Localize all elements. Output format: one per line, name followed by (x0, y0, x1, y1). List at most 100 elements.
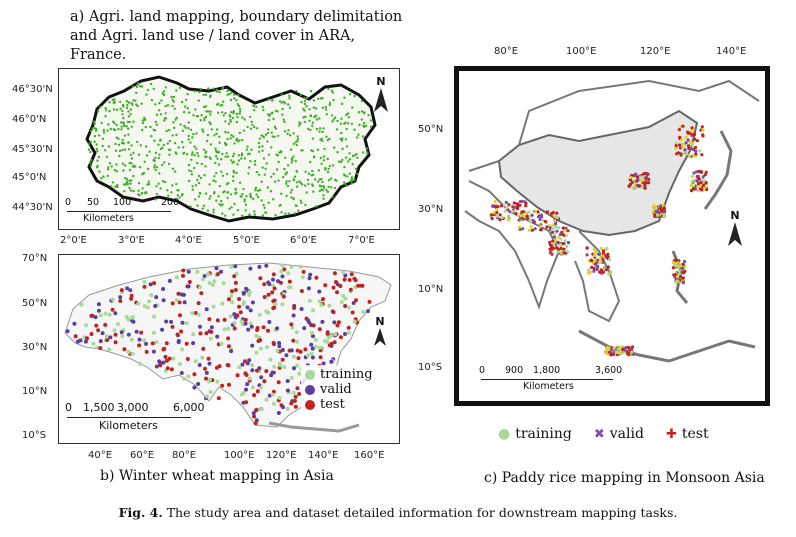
sample-point (499, 204, 504, 208)
panel-a-map: N 0 50 100 200 Kilometers (58, 68, 400, 230)
sample-point (528, 217, 532, 221)
sample-point (647, 177, 651, 181)
sample-point (351, 106, 354, 109)
sample-point (309, 160, 312, 164)
sample-point (234, 188, 237, 191)
sample-point (103, 149, 107, 152)
sample-point (107, 123, 110, 126)
sample-point (681, 124, 685, 128)
sample-point (237, 94, 240, 97)
sample-point (333, 116, 337, 119)
sample-point (290, 196, 293, 199)
sample-point (200, 162, 203, 166)
pa-scale-50: 50 (87, 197, 100, 208)
sample-point (226, 191, 229, 194)
sample-point (287, 212, 290, 215)
sample-point (529, 225, 533, 229)
sample-point (346, 175, 349, 178)
sample-point (173, 126, 176, 130)
sample-point (321, 139, 324, 143)
sample-point (152, 281, 157, 286)
sample-point (175, 182, 178, 186)
sample-point (628, 175, 632, 180)
sample-point (154, 198, 157, 201)
sample-point (180, 140, 184, 144)
panel-c-scale-bar: 0 900 1,800 3,600 Kilometers (479, 365, 622, 395)
sample-point (348, 172, 351, 175)
sample-point (262, 203, 265, 207)
sample-point (556, 250, 560, 254)
sample-point (147, 180, 150, 183)
sample-point (196, 115, 200, 118)
sample-point (176, 291, 181, 296)
sample-point (635, 179, 639, 183)
sample-point (662, 213, 666, 217)
pc-legend-test: ✚ test (666, 426, 709, 442)
sample-point (314, 275, 319, 280)
sample-point (266, 140, 269, 143)
sample-point (678, 274, 683, 279)
sample-point (107, 347, 112, 352)
sample-point (253, 163, 257, 166)
sample-point (322, 194, 325, 197)
sample-point (170, 95, 173, 99)
sample-point (256, 195, 260, 199)
sample-point (607, 272, 611, 276)
sample-point (175, 133, 178, 137)
sample-point (138, 361, 142, 366)
sample-point (281, 176, 285, 179)
sample-point (261, 166, 264, 169)
sample-point (127, 115, 131, 118)
sample-point (205, 272, 210, 277)
sample-point (610, 348, 614, 352)
sample-point (250, 368, 255, 373)
sample-point (164, 341, 169, 346)
sample-point (357, 111, 361, 114)
sample-point (638, 175, 643, 179)
sample-point (135, 91, 138, 95)
sample-point (196, 178, 199, 182)
sample-point (107, 312, 112, 317)
sample-point (173, 107, 176, 110)
panel-b-x-tick: 120°E (266, 450, 297, 461)
sample-point (161, 298, 166, 303)
sample-point (115, 108, 119, 111)
sample-point (113, 168, 117, 172)
sample-point (154, 129, 157, 132)
sample-point (164, 104, 167, 108)
sample-point (278, 363, 283, 368)
sample-point (256, 339, 261, 343)
sample-point (281, 294, 286, 299)
sample-point (187, 179, 191, 183)
sample-point (194, 108, 197, 111)
sample-point (317, 289, 322, 294)
sample-point (191, 188, 194, 191)
sample-point (130, 351, 135, 356)
sample-point (242, 359, 247, 364)
sample-point (327, 87, 330, 91)
sample-point (681, 145, 685, 149)
sample-point (601, 251, 606, 255)
sample-point (226, 89, 229, 93)
sample-point (264, 369, 269, 374)
sample-point (232, 274, 237, 279)
sample-point (318, 189, 321, 193)
sample-point (182, 110, 186, 114)
sample-point (303, 102, 307, 106)
sample-point (167, 278, 172, 283)
sample-point (164, 180, 167, 184)
sample-point (163, 119, 166, 122)
sample-point (120, 125, 123, 128)
sample-point (159, 113, 163, 116)
sample-point (325, 189, 328, 192)
pa-scale-100: 100 (113, 197, 132, 208)
sample-point (250, 300, 255, 305)
sample-point (104, 334, 109, 339)
sample-point (690, 126, 694, 130)
sample-point (130, 318, 135, 323)
sample-point (123, 134, 127, 137)
sample-point (559, 237, 563, 241)
sample-point (302, 107, 305, 110)
sample-point (341, 293, 346, 298)
sample-point (208, 197, 211, 200)
